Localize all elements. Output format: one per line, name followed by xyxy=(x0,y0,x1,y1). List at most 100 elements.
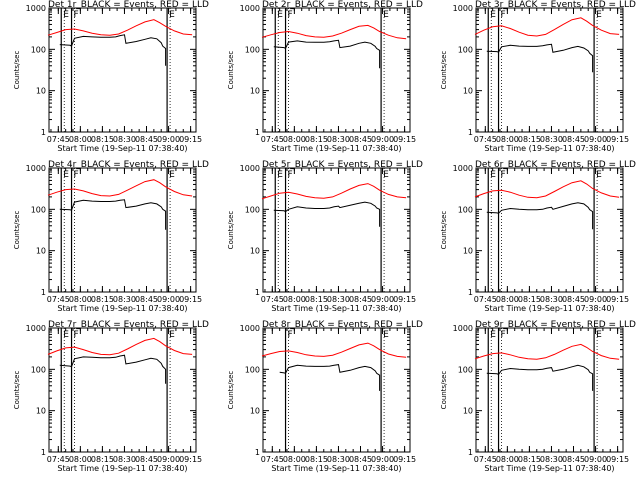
chart-panel: Det 7r_BLACK = Events, RED = LLD 1 10 100 10… xyxy=(13,320,209,473)
events-series-line xyxy=(486,364,594,391)
x-tick-label: 08:30 xyxy=(113,135,136,144)
y-axis-label: Counts/sec xyxy=(13,211,21,250)
lld-series-line xyxy=(474,17,620,37)
y-tick-label: 1 xyxy=(255,128,260,137)
x-axis-label: Start Time (19-Sep-11 07:38:40) xyxy=(57,464,187,473)
marker-label: F xyxy=(74,170,79,180)
y-tick-label: 10 xyxy=(250,87,260,96)
plot-frame xyxy=(48,327,197,453)
x-tick-label: 08:00 xyxy=(69,455,92,464)
chart-panel: Det 8r_BLACK = Events, RED = LLD 1 10 100 10… xyxy=(227,320,423,473)
x-tick-label: 09:00 xyxy=(371,295,394,304)
x-tick-label: 09:15 xyxy=(393,455,416,464)
marker-label: E xyxy=(63,10,69,20)
y-tick-label: 1 xyxy=(41,128,46,137)
x-tick-label: 07:45 xyxy=(474,455,497,464)
y-axis-label: Counts/sec xyxy=(227,51,235,90)
y-tick-label: 10 xyxy=(36,87,46,96)
x-tick-label: 07:45 xyxy=(47,135,70,144)
y-tick-label: 100 xyxy=(458,205,473,214)
y-tick-label: 10 xyxy=(463,407,473,416)
y-tick-label: 1000 xyxy=(453,324,473,333)
x-tick-label: 07:45 xyxy=(474,295,497,304)
marker-label: F xyxy=(501,330,506,340)
marker-label: F xyxy=(288,330,293,340)
x-tick-label: 07:45 xyxy=(474,135,497,144)
y-tick-label: 100 xyxy=(245,365,260,374)
chart-panel: Det 3r_BLACK = Events, RED = LLD 1 10 100 10… xyxy=(440,0,636,153)
y-tick-label: 1 xyxy=(468,448,473,457)
x-axis-label: Start Time (19-Sep-11 07:38:40) xyxy=(57,144,187,153)
y-tick-label: 100 xyxy=(31,45,46,54)
marker-label: E xyxy=(63,330,69,340)
y-tick-label: 1 xyxy=(255,448,260,457)
x-tick-label: 09:00 xyxy=(157,455,180,464)
y-tick-label: 1000 xyxy=(240,164,260,173)
chart-title: Det 6r_BLACK = Events, RED = LLD xyxy=(475,160,636,170)
x-tick-label: 08:45 xyxy=(562,295,585,304)
y-tick-label: 100 xyxy=(31,365,46,374)
y-tick-label: 1 xyxy=(468,288,473,297)
y-axis-label: Counts/sec xyxy=(440,51,448,90)
events-series-line xyxy=(273,39,381,69)
chart-title: Det 2r_BLACK = Events, RED = LLD xyxy=(262,0,423,10)
x-tick-label: 09:15 xyxy=(393,135,416,144)
marker-label: E xyxy=(596,170,602,180)
marker-label: E xyxy=(169,330,175,340)
y-tick-label: 1 xyxy=(255,288,260,297)
marker-label: F xyxy=(501,10,506,20)
x-tick-label: 08:45 xyxy=(135,135,158,144)
x-tick-label: 08:00 xyxy=(283,135,306,144)
lld-series-line xyxy=(261,342,407,358)
x-axis-label: Start Time (19-Sep-11 07:38:40) xyxy=(484,464,614,473)
x-tick-label: 08:45 xyxy=(562,455,585,464)
x-axis-label: Start Time (19-Sep-11 07:38:40) xyxy=(484,304,614,313)
chart-title: Det 1r_BLACK = Events, RED = LLD xyxy=(48,0,209,10)
y-axis-label: Counts/sec xyxy=(227,211,235,250)
x-tick-label: 09:15 xyxy=(393,295,416,304)
plot-frame xyxy=(48,167,197,293)
plot-frame xyxy=(475,167,624,293)
x-tick-label: 09:00 xyxy=(371,135,394,144)
x-tick-label: 09:15 xyxy=(606,135,629,144)
marker-label: E xyxy=(383,170,389,180)
y-tick-label: 1000 xyxy=(240,324,260,333)
events-series-line xyxy=(486,43,594,73)
marker-label: E xyxy=(490,10,496,20)
marker-label: E xyxy=(596,330,602,340)
events-series-line xyxy=(59,34,167,66)
y-axis-label: Counts/sec xyxy=(13,371,21,410)
lld-series-line xyxy=(47,19,193,36)
y-axis-label: Counts/sec xyxy=(440,211,448,250)
plot-frame xyxy=(475,327,624,453)
marker-label: E xyxy=(596,10,602,20)
lld-series-line xyxy=(474,343,620,360)
x-tick-label: 07:45 xyxy=(47,455,70,464)
marker-label: E xyxy=(169,10,175,20)
plot-frame xyxy=(48,7,197,133)
y-tick-label: 1 xyxy=(41,448,46,457)
x-tick-label: 08:15 xyxy=(305,455,328,464)
x-tick-label: 08:15 xyxy=(518,135,541,144)
x-tick-label: 09:00 xyxy=(584,135,607,144)
x-tick-label: 08:00 xyxy=(283,295,306,304)
y-tick-label: 100 xyxy=(458,365,473,374)
x-tick-label: 09:15 xyxy=(179,135,202,144)
events-series-line xyxy=(486,202,594,230)
chart-panel: Det 5r_BLACK = Events, RED = LLD 1 10 100 10… xyxy=(227,160,423,313)
plot-frame xyxy=(262,7,411,133)
x-axis-label: Start Time (19-Sep-11 07:38:40) xyxy=(484,144,614,153)
y-axis-label: Counts/sec xyxy=(227,371,235,410)
chart-title: Det 5r_BLACK = Events, RED = LLD xyxy=(262,160,423,170)
x-tick-label: 08:15 xyxy=(518,295,541,304)
marker-label: F xyxy=(74,10,79,20)
y-tick-label: 1000 xyxy=(240,4,260,13)
plot-frame xyxy=(262,167,411,293)
x-tick-label: 09:15 xyxy=(606,295,629,304)
y-tick-label: 1000 xyxy=(26,164,46,173)
x-tick-label: 08:30 xyxy=(540,455,563,464)
x-tick-label: 08:00 xyxy=(69,295,92,304)
x-tick-label: 08:00 xyxy=(283,455,306,464)
events-series-line xyxy=(273,201,381,227)
chart-title: Det 7r_BLACK = Events, RED = LLD xyxy=(48,320,209,330)
